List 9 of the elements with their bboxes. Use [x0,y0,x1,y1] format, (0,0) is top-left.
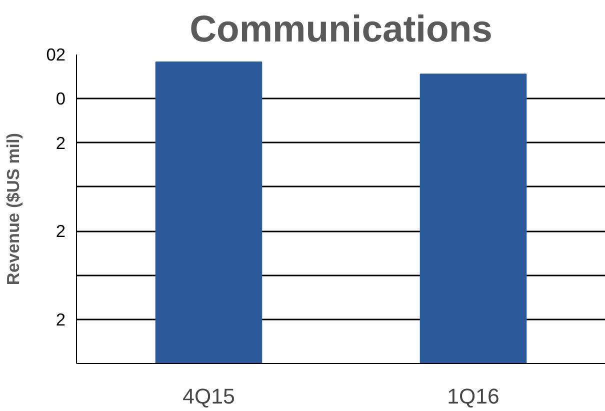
x-tick-label: 1Q16 [447,384,500,408]
text: 0 [56,88,66,109]
text: 2 [56,221,66,242]
text: 2 [56,309,66,330]
chart-title: Communications [190,8,492,50]
text: 02 [46,44,66,64]
text: 2 [56,132,66,153]
y-axis-title: Revenue ($US mil) [3,132,24,286]
x-tick-label: 4Q15 [182,384,235,408]
